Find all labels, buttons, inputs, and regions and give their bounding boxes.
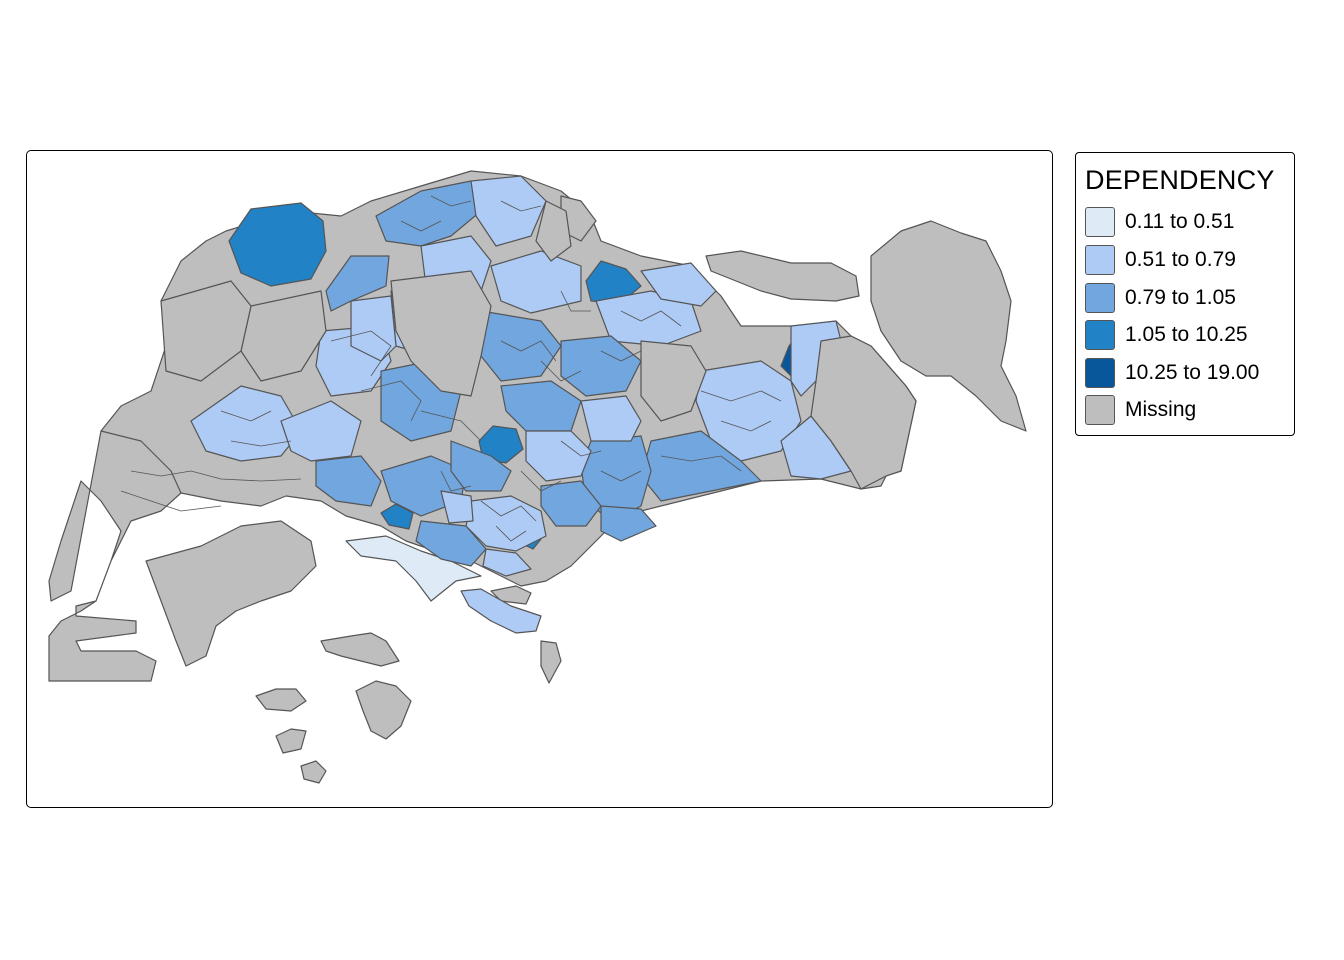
southern-island-5	[300, 760, 327, 784]
legend-swatch	[1085, 395, 1115, 425]
legend-item: 1.05 to 10.25	[1085, 320, 1290, 352]
subzone-boundaries	[120, 195, 782, 542]
zone-tampines	[695, 360, 802, 462]
legend-swatch	[1085, 283, 1115, 313]
zone-jurong-east	[280, 400, 362, 462]
legend-swatch	[1085, 320, 1115, 350]
legend-label: Missing	[1125, 398, 1197, 421]
legend-label: 0.51 to 0.79	[1125, 248, 1236, 271]
legend-item: Missing	[1085, 395, 1290, 427]
legend-item: 10.25 to 19.00	[1085, 358, 1290, 390]
legend-item: 0.11 to 0.51	[1085, 207, 1290, 239]
jurong-island	[145, 520, 317, 667]
pulau-tekong	[870, 220, 1027, 432]
zone-kallang	[540, 480, 602, 527]
southern-island-2	[255, 688, 307, 712]
legend-item: 0.51 to 0.79	[1085, 245, 1290, 277]
zone-seletar	[585, 260, 642, 304]
pulau-ubin	[705, 250, 860, 302]
legend-label: 0.79 to 1.05	[1125, 286, 1236, 309]
zone-outram	[482, 548, 532, 577]
zone-central-2	[380, 503, 414, 530]
legend-label: 0.11 to 0.51	[1125, 210, 1235, 233]
zone-woodlands	[375, 180, 482, 247]
southern-island-7	[540, 640, 562, 684]
southern-island-1	[320, 632, 400, 667]
zone-sungei-kadut	[350, 295, 397, 362]
jurong-land	[48, 430, 182, 682]
zone-central-catchment	[390, 270, 492, 397]
zone-river-valley	[440, 490, 474, 524]
choropleth-map	[48, 170, 1027, 784]
southern-island-4	[275, 728, 307, 754]
zone-clementi	[315, 455, 382, 507]
marina-reclaimed	[345, 535, 482, 602]
legend-swatch	[1085, 358, 1115, 388]
zone-serangoon	[580, 395, 642, 442]
zone-bukit-merah	[415, 520, 487, 567]
sentosa	[460, 588, 542, 634]
zone-lim-chu-kang	[228, 202, 327, 287]
zone-hougang	[560, 335, 642, 397]
zone-western-water	[160, 280, 252, 382]
southern-island-3	[355, 680, 412, 740]
legend-swatch	[1085, 245, 1115, 275]
legend-label: 1.05 to 10.25	[1125, 323, 1248, 346]
zone-simpang	[535, 200, 572, 262]
zone-paya-lebar	[640, 340, 707, 422]
zone-choa-chu-kang	[325, 255, 390, 312]
zone-marine-parade	[600, 505, 657, 542]
legend-swatch	[1085, 207, 1115, 237]
zone-punggol	[640, 262, 717, 307]
zone-toa-payoh	[525, 430, 592, 482]
zone-sembawang	[470, 175, 547, 247]
legend-title: DEPENDENCY	[1085, 165, 1275, 195]
zone-novena	[450, 440, 512, 492]
zone-yishun	[490, 250, 582, 314]
zone-changi-airport	[810, 335, 917, 490]
map-panel	[26, 150, 1053, 808]
legend-item: 0.79 to 1.05	[1085, 283, 1290, 315]
legend: DEPENDENCY 0.11 to 0.51 0.51 to 0.79 0.7…	[1075, 152, 1295, 436]
legend-label: 10.25 to 19.00	[1125, 361, 1260, 384]
